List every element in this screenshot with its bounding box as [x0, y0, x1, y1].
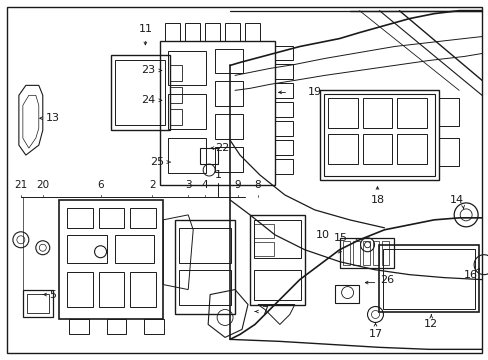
Text: 4: 4 — [202, 180, 208, 190]
Bar — [165, 23, 180, 41]
Text: 2: 2 — [149, 180, 155, 190]
Bar — [114, 235, 154, 263]
Bar — [319, 90, 438, 180]
Bar — [383, 249, 474, 309]
Text: 18: 18 — [370, 195, 384, 205]
Bar — [327, 134, 357, 164]
Text: 3: 3 — [184, 180, 191, 190]
Text: 20: 20 — [36, 180, 49, 190]
Bar — [274, 159, 292, 174]
Bar — [352, 241, 359, 265]
Bar — [274, 45, 292, 60]
Text: 17: 17 — [367, 329, 382, 339]
Bar — [274, 64, 292, 80]
Bar — [224, 23, 240, 41]
Bar — [170, 109, 182, 125]
Bar — [215, 114, 243, 139]
Bar — [99, 208, 124, 228]
Text: 13: 13 — [46, 113, 60, 123]
Bar — [106, 319, 126, 334]
Text: 16: 16 — [463, 270, 477, 280]
Bar — [362, 241, 369, 265]
Bar — [144, 319, 164, 334]
Bar — [274, 84, 292, 98]
Bar — [66, 272, 92, 306]
Bar — [66, 235, 106, 263]
Bar — [362, 134, 392, 164]
Text: 26: 26 — [380, 275, 394, 285]
Bar — [185, 23, 200, 41]
Text: 7: 7 — [261, 306, 268, 316]
Bar — [215, 81, 243, 106]
Text: 24: 24 — [141, 95, 155, 105]
Bar — [379, 245, 478, 312]
Bar — [170, 87, 182, 103]
Bar — [397, 134, 427, 164]
Bar — [175, 220, 235, 315]
Bar — [253, 224, 273, 238]
Bar — [372, 241, 379, 265]
Bar — [253, 242, 273, 256]
Bar — [249, 215, 304, 305]
Bar — [130, 272, 156, 306]
Bar — [382, 241, 388, 265]
Text: 6: 6 — [97, 180, 103, 190]
Text: 21: 21 — [14, 180, 27, 190]
Text: 25: 25 — [150, 157, 164, 167]
Bar — [168, 94, 206, 129]
Text: 12: 12 — [424, 319, 437, 329]
Bar — [170, 66, 182, 81]
Text: 9: 9 — [234, 180, 241, 190]
Bar — [130, 208, 156, 228]
Bar — [334, 285, 358, 302]
Bar — [253, 270, 300, 300]
Bar — [274, 140, 292, 155]
Bar — [323, 94, 434, 176]
Text: 1: 1 — [214, 170, 221, 180]
Bar — [59, 200, 163, 319]
Bar — [68, 319, 88, 334]
Bar — [110, 55, 170, 130]
Text: 11: 11 — [138, 24, 152, 33]
Bar — [168, 138, 206, 173]
Bar — [215, 147, 243, 172]
Bar — [115, 60, 165, 125]
Text: 14: 14 — [449, 195, 463, 205]
Bar — [438, 98, 458, 126]
Bar — [274, 121, 292, 136]
Bar — [362, 98, 392, 128]
Bar — [27, 293, 49, 314]
Text: 19: 19 — [307, 87, 321, 97]
Bar — [200, 148, 218, 164]
Bar — [99, 272, 124, 306]
Bar — [397, 98, 427, 128]
Bar — [253, 220, 300, 258]
Bar — [339, 238, 394, 268]
Bar — [179, 228, 230, 263]
Bar — [215, 49, 243, 73]
Bar — [438, 138, 458, 166]
Bar — [274, 102, 292, 117]
Bar — [244, 23, 260, 41]
Bar — [168, 50, 206, 85]
Text: 22: 22 — [215, 143, 229, 153]
Text: 8: 8 — [254, 180, 261, 190]
Bar — [66, 208, 92, 228]
Bar — [23, 289, 53, 318]
Bar — [327, 98, 357, 128]
Bar — [179, 270, 230, 305]
Text: 5: 5 — [49, 289, 56, 300]
Bar — [160, 41, 274, 185]
Text: 15: 15 — [333, 233, 347, 243]
Bar — [205, 23, 220, 41]
Text: 23: 23 — [141, 66, 155, 76]
Bar — [342, 241, 349, 265]
Text: 10: 10 — [315, 230, 329, 240]
